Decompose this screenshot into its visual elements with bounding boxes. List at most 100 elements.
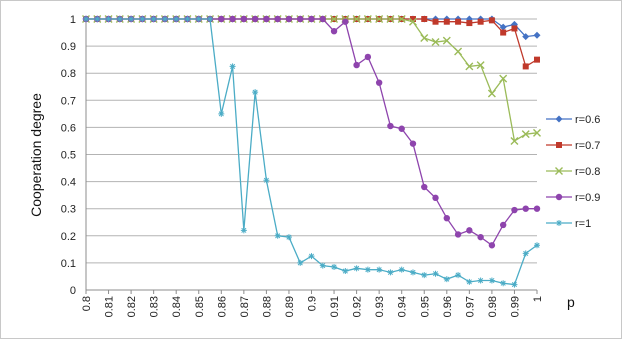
data-point	[398, 125, 405, 132]
data-point	[533, 31, 541, 39]
x-tick-label: 0.91	[329, 296, 341, 317]
data-point	[421, 16, 428, 22]
data-point	[499, 74, 508, 83]
x-tick-label: 0.92	[352, 296, 364, 317]
data-point	[521, 130, 530, 139]
x-tick-labels: 0.8 0.81 0.82 0.83 0.84 0.85 0.86 0.87 0.88 0.89 0…	[81, 290, 544, 317]
data-point	[409, 269, 416, 276]
legend-label: r=0.7	[575, 140, 600, 152]
data-point	[466, 227, 473, 234]
data-point	[511, 206, 518, 214]
data-point	[229, 63, 236, 70]
series-r-1	[83, 16, 540, 288]
data-point	[240, 227, 247, 234]
x-tick-label: 0.86	[216, 296, 228, 317]
data-point	[533, 205, 541, 212]
data-point	[274, 15, 281, 23]
legend-marker	[555, 167, 563, 175]
x-tick-label: 0.82	[126, 296, 138, 317]
data-point	[522, 205, 529, 212]
data-point	[352, 15, 361, 23]
data-point	[455, 272, 462, 279]
data-point	[421, 183, 428, 191]
data-point	[398, 266, 405, 273]
y-tick-label: 0.6	[61, 122, 76, 134]
data-point	[534, 56, 540, 63]
legend-marker	[556, 220, 562, 226]
data-point	[500, 280, 507, 287]
data-point	[488, 277, 495, 284]
data-point	[353, 265, 360, 272]
x-tick-label: 0.9	[307, 296, 319, 311]
series-line-r-1	[86, 18, 538, 286]
data-point	[173, 16, 180, 22]
data-point	[408, 17, 417, 26]
data-point	[83, 16, 89, 22]
data-point	[455, 18, 462, 25]
x-tick-label: 0.8	[81, 296, 93, 311]
data-point	[308, 253, 315, 260]
y-axis-title: Cooperation degree	[28, 93, 44, 217]
x-tick-label: 0.87	[239, 296, 251, 317]
data-point	[443, 18, 450, 25]
data-point	[263, 177, 270, 184]
legend-label: r=0.8	[575, 166, 600, 178]
data-point	[319, 262, 326, 269]
data-point	[499, 23, 507, 31]
data-point	[218, 110, 225, 117]
data-point	[522, 250, 529, 257]
series-layer	[82, 15, 541, 288]
data-point	[342, 18, 349, 25]
x-tick-label: 0.81	[104, 296, 116, 317]
data-point	[297, 259, 304, 266]
data-point	[364, 266, 371, 273]
x-tick-label: 0.99	[509, 296, 521, 317]
data-point	[376, 266, 383, 273]
data-point	[218, 15, 225, 23]
data-point	[466, 20, 473, 27]
y-tick-label: 0.4	[61, 177, 76, 189]
data-point	[477, 277, 484, 284]
x-tick-label: 0.84	[171, 296, 183, 317]
y-tick-label: 0.1	[61, 258, 76, 270]
legend-label: r=1	[575, 218, 591, 230]
data-point	[477, 18, 484, 25]
data-point	[285, 15, 293, 23]
data-point	[442, 36, 451, 45]
data-point	[409, 140, 417, 147]
x-tick-label: 0.96	[442, 296, 454, 317]
data-point	[308, 15, 315, 23]
data-point	[375, 15, 384, 23]
x-tick-label: 0.83	[149, 296, 161, 317]
legend-marker	[556, 142, 562, 148]
legend-item-r-0-7: r=0.7	[546, 140, 600, 152]
data-point	[330, 15, 339, 23]
x-tick-label: 0.93	[374, 296, 386, 317]
data-point	[454, 47, 463, 56]
x-tick-label: 0.88	[261, 296, 273, 317]
data-point	[476, 61, 485, 70]
y-tick-label: 0.3	[61, 204, 76, 216]
data-point	[128, 16, 135, 22]
x-tick-label: 0.98	[487, 296, 499, 317]
data-point	[421, 272, 428, 279]
data-point	[499, 221, 507, 229]
legend-marker	[555, 115, 563, 123]
x-tick-label: 0.95	[419, 296, 431, 317]
series-line-r-0-8	[86, 18, 538, 142]
data-point	[364, 53, 372, 61]
data-point	[487, 89, 496, 98]
data-point	[252, 89, 259, 96]
legend-item-r-1: r=1	[546, 218, 591, 230]
data-point	[297, 15, 304, 23]
y-tick-labels: 0 0.1 0.2 0.3 0.4 0.5 0.6 0.7 0.8 0.9 1	[61, 14, 76, 297]
y-tick-label: 0.7	[61, 95, 76, 107]
series-r-0-9	[82, 15, 541, 249]
data-point	[342, 268, 349, 275]
data-point	[330, 27, 338, 35]
gridlines	[86, 18, 537, 264]
data-point	[488, 242, 496, 249]
data-point	[386, 15, 395, 23]
y-tick-label: 0	[70, 285, 76, 297]
